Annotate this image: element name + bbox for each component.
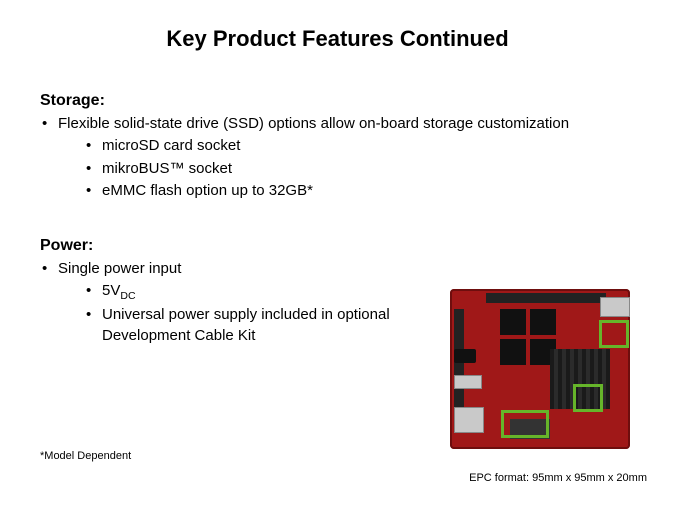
footnote: *Model Dependent <box>40 450 131 462</box>
storage-sub-item: microSD card socket <box>84 136 635 156</box>
audio-jack <box>454 349 476 363</box>
ram-chip <box>530 309 556 335</box>
highlight-box-power <box>599 320 629 348</box>
storage-main-item: Flexible solid-state drive (SSD) options… <box>40 114 635 201</box>
storage-main-text: Flexible solid-state drive (SSD) options… <box>58 115 569 132</box>
power-voltage-item: 5VDC <box>84 281 420 303</box>
header-top <box>486 293 606 303</box>
power-sub-list: 5VDC Universal power supply included in … <box>84 281 420 346</box>
ram-chip <box>500 339 526 365</box>
highlight-box-emmc <box>573 384 603 412</box>
power-supply-item: Universal power supply included in optio… <box>84 305 420 346</box>
usb-port <box>600 297 630 317</box>
power-voltage-sub: DC <box>120 290 135 302</box>
storage-section: Storage: Flexible solid-state drive (SSD… <box>40 92 635 201</box>
ram-chip <box>500 309 526 335</box>
storage-list: Flexible solid-state drive (SSD) options… <box>40 114 635 201</box>
storage-sub-list: microSD card socket mikroBUS™ socket eMM… <box>84 136 635 201</box>
board-caption: EPC format: 95mm x 95mm x 20mm <box>469 472 647 484</box>
storage-sub-item: eMMC flash option up to 32GB* <box>84 181 635 201</box>
storage-heading: Storage: <box>40 92 635 110</box>
power-voltage-base: 5V <box>102 282 120 299</box>
power-main-text: Single power input <box>58 260 181 277</box>
power-heading: Power: <box>40 237 420 255</box>
board-image <box>445 284 635 454</box>
power-list: Single power input 5VDC Universal power … <box>40 259 420 346</box>
ethernet-port <box>454 407 484 433</box>
power-section: Power: Single power input 5VDC Universal… <box>40 237 420 346</box>
page-title: Key Product Features Continued <box>40 26 635 52</box>
hdmi-port <box>454 375 482 389</box>
power-main-item: Single power input 5VDC Universal power … <box>40 259 420 346</box>
highlight-box-microsd <box>501 410 549 438</box>
storage-sub-item: mikroBUS™ socket <box>84 159 635 179</box>
